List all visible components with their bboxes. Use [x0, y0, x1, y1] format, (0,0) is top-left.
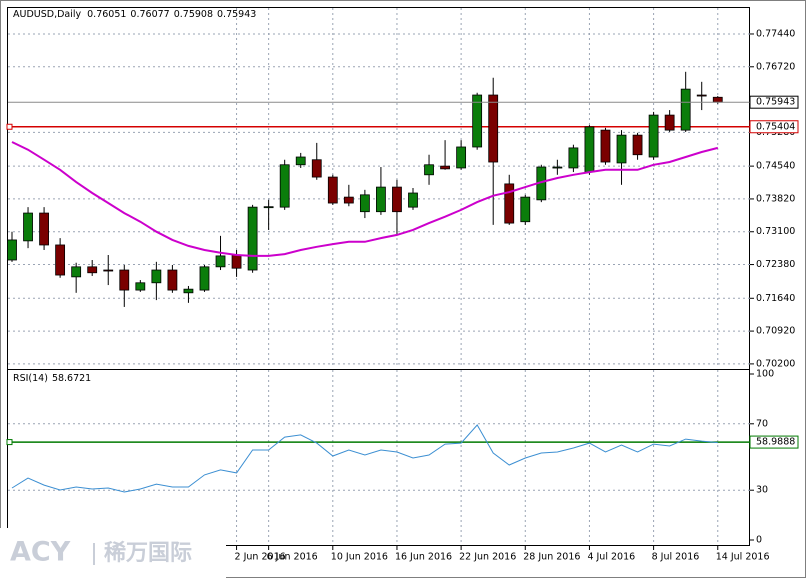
candle-body	[7, 239, 17, 261]
candle-body	[359, 194, 370, 213]
y-tick-label: 0.73820	[756, 193, 795, 204]
candle-body	[696, 94, 707, 97]
candle-body	[311, 159, 322, 178]
x-tick-label: 16 Jun 2016	[395, 552, 452, 563]
candle-body	[247, 206, 258, 271]
x-tick-label: 14 Jul 2016	[716, 552, 770, 563]
candle-body	[55, 244, 66, 276]
watermark-divider	[93, 543, 95, 565]
watermark-bg	[0, 528, 226, 578]
y-tick-label: 0.77440	[756, 28, 795, 39]
chart-title: AUDUSD,Daily 0.76051 0.76077 0.75908 0.75943	[13, 9, 256, 20]
candle-body	[632, 134, 643, 156]
moving-average	[11, 141, 719, 257]
candle-body	[408, 192, 418, 208]
ohlc-close: 0.75943	[217, 9, 256, 20]
plot-frame	[7, 7, 750, 546]
watermark-brand: ACY	[10, 537, 71, 568]
candle-body	[584, 126, 595, 173]
candle-body	[664, 114, 675, 131]
candle-body	[135, 282, 146, 291]
candle-body	[440, 165, 450, 170]
candle-body	[488, 94, 499, 163]
x-tick-label: 28 Jun 2016	[523, 552, 580, 563]
y-tick-label: 70	[756, 418, 768, 429]
y-tick-label: 0.71640	[756, 293, 795, 304]
rsi-value: 58.6721	[52, 373, 91, 384]
symbol: AUDUSD,Daily	[13, 9, 82, 20]
x-tick-label: 8 Jul 2016	[652, 552, 700, 563]
candle-body	[87, 266, 98, 274]
candle-body	[231, 254, 242, 269]
candle-body	[680, 88, 691, 131]
candle-body	[456, 146, 467, 169]
ohlc-low: 0.75908	[174, 9, 213, 20]
level-handle	[6, 439, 13, 446]
watermark: ACY 稀万国际	[0, 528, 226, 578]
y-tick-label: 30	[756, 485, 768, 496]
rsi-name: RSI(14)	[13, 373, 48, 384]
y-tick-label: 100	[756, 369, 774, 380]
candle-body	[520, 196, 531, 223]
candle-body	[392, 186, 402, 213]
level-handle	[6, 123, 13, 130]
candle-body	[600, 129, 611, 163]
x-tick-label: 6 Jun 2016	[267, 552, 318, 563]
x-tick-label: 2 Jun 2016	[235, 552, 286, 563]
candle-body	[616, 134, 627, 164]
bid-tag	[749, 95, 799, 109]
candle-body	[263, 206, 274, 209]
candle-body	[23, 212, 33, 242]
candle-body	[199, 266, 210, 291]
y-tick-label: 0.72380	[756, 259, 795, 270]
candle-body	[343, 196, 354, 204]
y-tick-label: 0.70200	[756, 358, 795, 369]
candle-body	[504, 183, 515, 224]
candle-body	[472, 94, 483, 148]
candle-body	[552, 166, 563, 169]
y-tick-label: 0	[756, 535, 762, 546]
main-panel: 0.774400.767200.752800.745400.738200.731…	[6, 8, 799, 369]
y-tick-label: 0.73100	[756, 226, 795, 237]
y-tick-label: 0.76720	[756, 61, 795, 72]
candle-body	[327, 176, 338, 204]
candle-body	[103, 269, 114, 272]
candle-body	[376, 186, 386, 213]
candle-body	[279, 164, 290, 208]
rsi-line	[11, 424, 718, 493]
y-tick-label: 0.74540	[756, 161, 795, 172]
candle-body	[712, 96, 723, 103]
candle-body	[648, 114, 659, 158]
bid-tag-label: 0.75943	[756, 97, 795, 108]
candle-body	[119, 269, 130, 291]
x-tick-label: 4 Jul 2016	[587, 552, 635, 563]
x-tick-label: 22 Jun 2016	[459, 552, 516, 563]
level-tag-label: 58.9888	[756, 437, 795, 448]
watermark-name: 稀万国际	[104, 540, 192, 566]
candle-body	[183, 288, 194, 294]
ohlc-open: 0.76051	[87, 9, 126, 20]
candle-body	[71, 266, 82, 278]
candle-body	[151, 269, 162, 284]
candle-body	[215, 255, 226, 268]
candle-body	[424, 164, 434, 176]
y-tick-label: 0.70920	[756, 326, 795, 337]
candle-body	[39, 212, 49, 246]
level-tag	[749, 435, 799, 449]
candle-body	[568, 147, 579, 169]
ohlc-high: 0.76077	[130, 9, 169, 20]
level-tag	[749, 120, 799, 134]
x-tick-label: 10 Jun 2016	[331, 552, 388, 563]
level-tag-label: 0.75404	[756, 121, 795, 132]
candle-body	[295, 156, 306, 166]
rsi-title: RSI(14) 58.6721	[13, 373, 91, 384]
candle-body	[167, 269, 178, 291]
